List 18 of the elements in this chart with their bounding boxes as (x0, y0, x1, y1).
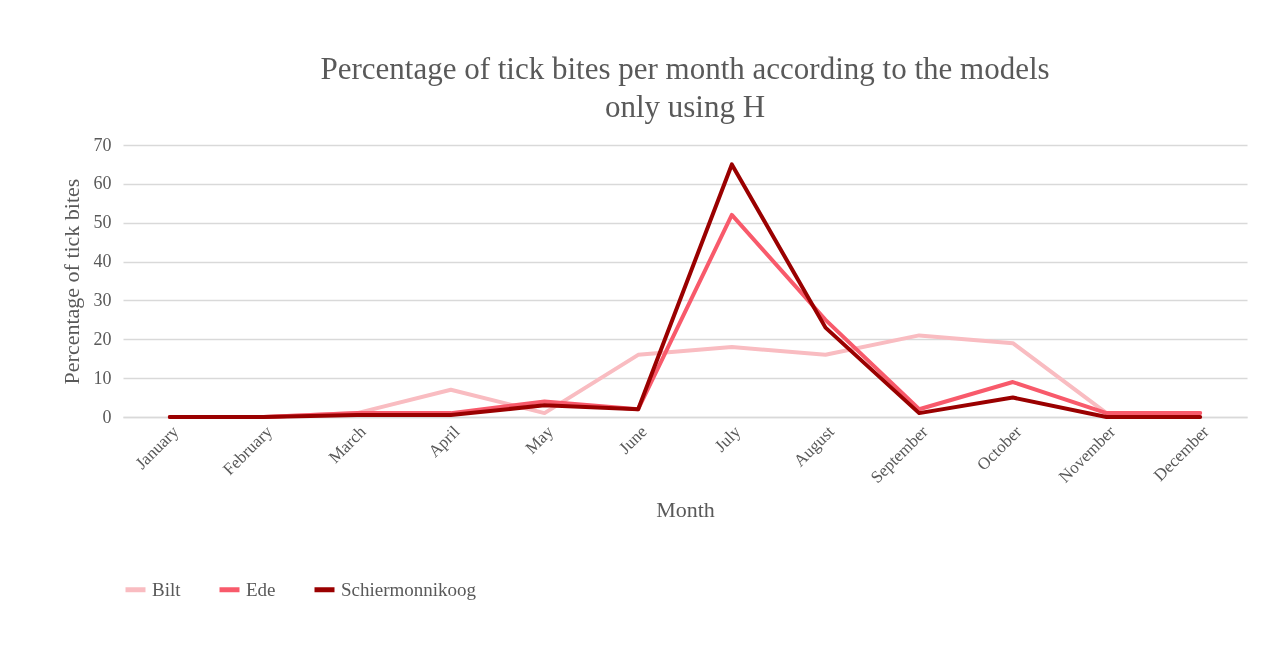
y-tick-label: 0 (102, 406, 112, 427)
x-tick-label: July (710, 421, 745, 456)
chart-title: Percentage of tick bites per month according to the models only using H (320, 51, 1050, 124)
y-tick-label: 20 (93, 328, 112, 349)
y-tick-label: 30 (93, 289, 112, 310)
y-tick-label: 50 (93, 212, 112, 233)
x-axis-title: Month (656, 497, 715, 523)
x-tick-label: May (521, 421, 558, 458)
y-tick-label: 70 (93, 134, 112, 155)
x-tick-label: June (615, 422, 651, 458)
y-axis-title: Percentage of tick bites (58, 178, 84, 385)
y-tick-label: 10 (93, 367, 112, 388)
legend-label: Ede (246, 578, 276, 600)
legend-label: Schiermonnikoog (341, 578, 477, 600)
legend-label: Bilt (152, 578, 182, 600)
y-tick-label: 40 (93, 251, 112, 272)
line-series (167, 162, 1203, 419)
y-tick-label: 60 (93, 173, 112, 194)
